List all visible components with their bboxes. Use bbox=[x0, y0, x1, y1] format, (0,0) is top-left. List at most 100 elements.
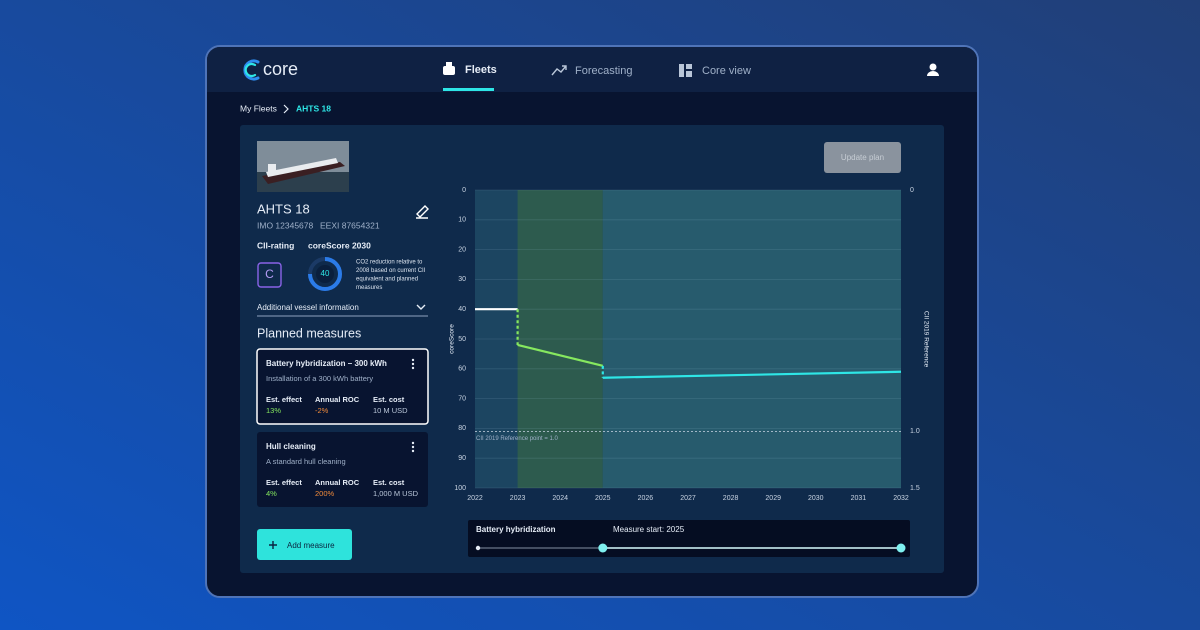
tab-forecasting[interactable]: Forecasting bbox=[551, 65, 632, 77]
chevron[interactable] bbox=[416, 304, 426, 310]
tab-icon bbox=[443, 66, 455, 75]
menu-dot[interactable] bbox=[411, 358, 415, 362]
card-description: Installation of a 300 kWh battery bbox=[266, 374, 373, 383]
tab-label[interactable]: Fleets bbox=[465, 64, 497, 76]
user-icon bbox=[929, 63, 937, 71]
vessel-name: AHTS 18 bbox=[257, 201, 310, 216]
card-title: Hull cleaning bbox=[266, 442, 316, 451]
x-tick-label: 2022 bbox=[467, 495, 483, 502]
menu-dot[interactable] bbox=[411, 362, 415, 366]
vessel-image bbox=[257, 141, 349, 192]
menu-dot[interactable] bbox=[411, 445, 415, 449]
band bbox=[602, 190, 901, 488]
card-bg[interactable] bbox=[257, 432, 428, 507]
button-label[interactable]: Update plan bbox=[841, 153, 884, 162]
x-tick-label: 2030 bbox=[808, 495, 824, 502]
y-tick-label: 90 bbox=[458, 455, 466, 462]
tab-label[interactable]: Forecasting bbox=[575, 65, 632, 77]
slider-origin bbox=[475, 545, 481, 551]
y-tick-label: 40 bbox=[458, 306, 466, 313]
card-title: Battery hybridization – 300 kWh bbox=[266, 359, 387, 368]
tab-fleets[interactable]: Fleets bbox=[443, 62, 497, 91]
card-description: A standard hull cleaning bbox=[266, 457, 346, 466]
measure-card[interactable]: Battery hybridization – 300 kWh Installat… bbox=[256, 348, 429, 425]
x-tick-label: 2025 bbox=[595, 495, 611, 502]
y2-tick-label: 1.5 bbox=[910, 485, 920, 492]
logo-text: core bbox=[263, 59, 298, 79]
vessel-eexi: EEXI 87654321 bbox=[320, 220, 380, 230]
additional-info[interactable]: Additional vessel information bbox=[257, 303, 359, 312]
note-line: measures bbox=[356, 285, 382, 291]
tab-icon bbox=[679, 64, 684, 77]
field-label: Est. effect bbox=[266, 478, 302, 487]
score-note: CO2 reduction relative to 2008 based on c… bbox=[356, 260, 426, 292]
measure-list: Battery hybridization – 300 kWh Installat… bbox=[256, 348, 429, 507]
y-tick-label: 10 bbox=[458, 217, 466, 224]
field-value: -2% bbox=[315, 406, 329, 415]
field-label: Est. cost bbox=[373, 395, 405, 404]
x-tick-label: 2026 bbox=[638, 495, 654, 502]
card-bg[interactable] bbox=[256, 348, 429, 425]
x-tick-label: 2023 bbox=[510, 495, 526, 502]
cii-badge bbox=[257, 262, 282, 288]
field-label: Est. cost bbox=[373, 478, 405, 487]
measures-title: Planned measures bbox=[257, 326, 361, 340]
y2-axis-title: CII 2019 Reference bbox=[922, 311, 929, 368]
breadcrumb-link[interactable]: My Fleets bbox=[240, 103, 277, 113]
update-plan-button[interactable]: Update plan bbox=[824, 142, 901, 173]
tab-icon bbox=[686, 71, 692, 77]
menu-dot[interactable] bbox=[411, 366, 415, 370]
y2-tick-label: 0 bbox=[910, 187, 914, 194]
cii-value: C bbox=[265, 267, 274, 281]
button-bg[interactable] bbox=[257, 529, 352, 560]
tab-icon bbox=[551, 65, 567, 76]
user-icon bbox=[927, 71, 939, 76]
tab-core-view[interactable]: Core view bbox=[679, 64, 751, 77]
slider-handle[interactable] bbox=[598, 543, 608, 553]
y-tick-label: 30 bbox=[458, 276, 466, 283]
breadcrumb-current: AHTS 18 bbox=[296, 103, 331, 113]
user-button[interactable] bbox=[927, 63, 939, 77]
vessel-imo: IMO 12345678 bbox=[257, 220, 314, 230]
menu-dot[interactable] bbox=[411, 441, 415, 445]
y-tick-label: 70 bbox=[458, 395, 466, 402]
menu-dot[interactable] bbox=[411, 449, 415, 453]
reference-label: 1.0 bbox=[910, 428, 920, 435]
field-value: 1,000 M USD bbox=[373, 489, 419, 498]
x-tick-label: 2024 bbox=[552, 495, 568, 502]
field-value: 4% bbox=[266, 489, 277, 498]
field-label: Annual ROC bbox=[315, 478, 360, 487]
add-measure-button[interactable]: Add measure bbox=[257, 529, 352, 560]
y-tick-label: 100 bbox=[454, 485, 466, 492]
note-line: CO2 reduction relative to bbox=[356, 260, 423, 266]
x-tick-label: 2032 bbox=[893, 495, 909, 502]
tab-underline bbox=[443, 88, 494, 91]
edit-button[interactable] bbox=[416, 205, 429, 219]
y-tick-label: 80 bbox=[458, 425, 466, 432]
button-bg[interactable] bbox=[824, 142, 901, 173]
measure-card[interactable]: Hull cleaning A standard hull cleaning Est… bbox=[257, 432, 428, 507]
measure-slider[interactable]: Battery hybridization Measure start: 2025 bbox=[468, 520, 910, 557]
field-label: Annual ROC bbox=[315, 395, 360, 404]
y-tick-label: 60 bbox=[458, 366, 466, 373]
plus-icon bbox=[269, 541, 277, 549]
reference-text: CII 2019 Reference point = 1.0 bbox=[476, 436, 559, 442]
slider-label: Battery hybridization bbox=[476, 525, 556, 534]
tab-label[interactable]: Core view bbox=[702, 65, 751, 77]
slider-handle[interactable] bbox=[896, 543, 906, 553]
tab-icon bbox=[446, 62, 452, 67]
cii-label: CII-rating bbox=[257, 240, 294, 250]
image-hull bbox=[262, 162, 345, 184]
header bbox=[207, 47, 977, 92]
field-value: 200% bbox=[315, 489, 335, 498]
series-line bbox=[517, 343, 604, 367]
button-label[interactable]: Add measure bbox=[287, 541, 335, 550]
x-tick-label: 2028 bbox=[723, 495, 739, 502]
field-label: Est. effect bbox=[266, 395, 302, 404]
series-line bbox=[602, 370, 902, 379]
slider-caption: Measure start: 2025 bbox=[613, 525, 685, 534]
score-ring-arc bbox=[308, 257, 342, 291]
note-line: equivalent and planned bbox=[356, 277, 418, 283]
